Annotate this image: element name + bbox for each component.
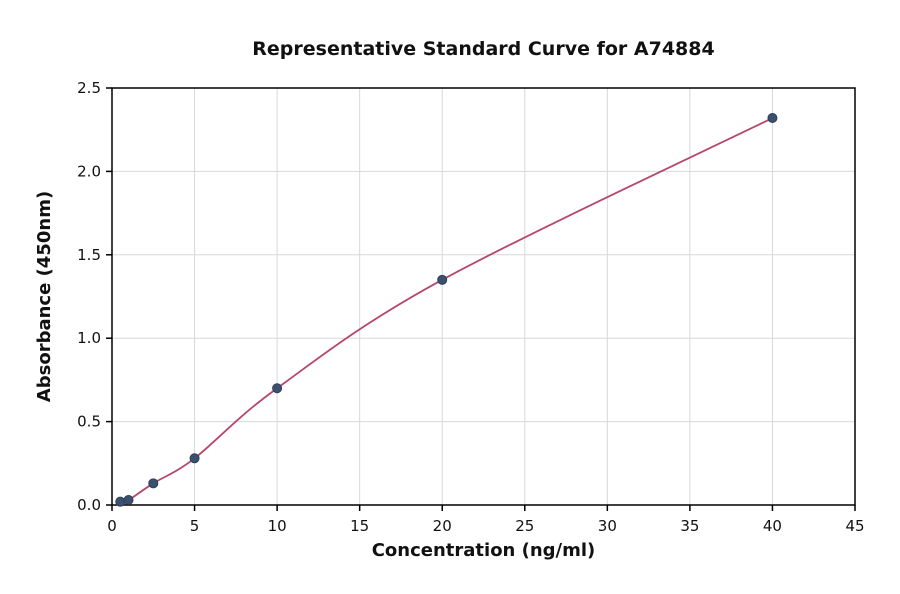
- x-tick-label: 25: [515, 517, 534, 535]
- y-tick-label: 0.0: [77, 496, 101, 514]
- data-point: [123, 494, 134, 505]
- x-tick-label: 5: [190, 517, 200, 535]
- x-tick-label: 45: [845, 517, 864, 535]
- x-tick-label: 0: [107, 517, 117, 535]
- x-tick-label: 10: [268, 517, 287, 535]
- data-point: [272, 383, 283, 394]
- chart-title: Representative Standard Curve for A74884: [252, 38, 715, 60]
- y-tick-label: 2.5: [77, 79, 101, 97]
- data-point: [437, 274, 448, 285]
- x-tick-label: 20: [433, 517, 452, 535]
- x-tick-label: 35: [680, 517, 699, 535]
- data-point: [115, 496, 126, 507]
- y-tick-label: 0.5: [77, 413, 101, 431]
- x-tick-label: 30: [598, 517, 617, 535]
- y-tick-label: 1.5: [77, 246, 101, 264]
- x-axis-label: Concentration (ng/ml): [371, 540, 596, 561]
- x-tick-label: 40: [763, 517, 782, 535]
- plot-border: [111, 87, 856, 506]
- data-point: [189, 453, 200, 464]
- y-tick-label: 2.0: [77, 162, 101, 180]
- x-tick-label: 15: [350, 517, 369, 535]
- y-tick-label: 1.0: [77, 329, 101, 347]
- data-point: [148, 478, 159, 489]
- standard-curve-line: [120, 117, 773, 503]
- y-axis-label: Absorbance (450nm): [34, 190, 55, 403]
- data-point: [767, 113, 778, 124]
